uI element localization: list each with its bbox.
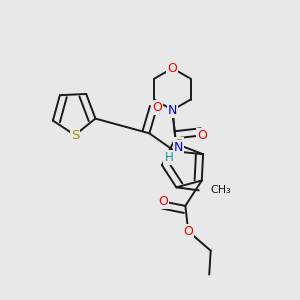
Text: O: O	[167, 62, 177, 75]
Text: O: O	[158, 195, 168, 208]
Text: O: O	[183, 225, 193, 238]
Text: O: O	[152, 101, 162, 114]
Text: H: H	[164, 151, 173, 164]
Text: N: N	[174, 141, 183, 154]
Text: N: N	[168, 103, 177, 116]
Text: S: S	[174, 138, 183, 151]
Text: O: O	[197, 129, 207, 142]
Text: CH₃: CH₃	[210, 185, 231, 195]
Text: S: S	[71, 128, 79, 142]
